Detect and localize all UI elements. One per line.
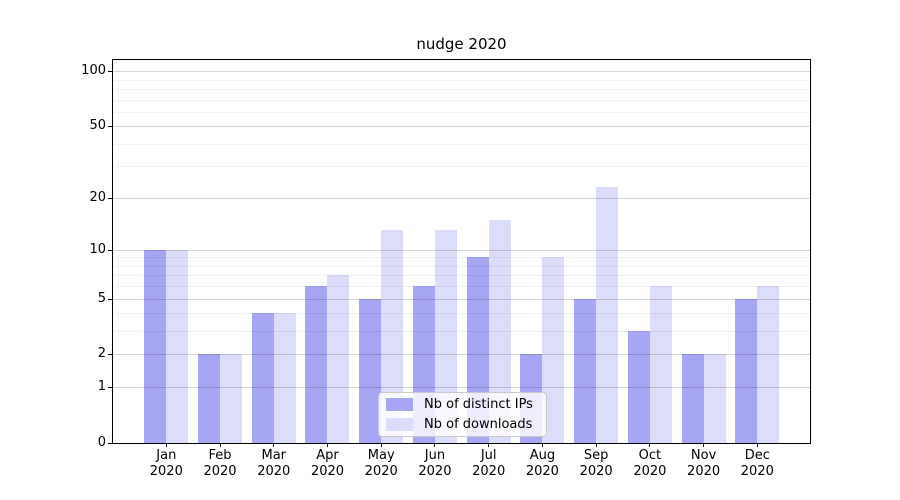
x-tick-oct [649,443,651,447]
x-tick-label-year-dec: 2020 [740,464,774,479]
bar-downloads-feb [220,354,243,443]
x-tick-label-year-aug: 2020 [525,464,559,479]
x-tick-feb [219,443,221,447]
y-tick-1 [108,386,113,388]
gridline-minor-80 [113,88,810,90]
x-tick-label-year-feb: 2020 [203,464,237,479]
x-tick-label-year-apr: 2020 [310,464,345,479]
gridline-minor-8 [113,265,810,267]
y-tick-label-2: 2 [97,346,106,361]
gridline-minor-4 [113,312,810,314]
legend-item-downloads: Nb of downloads [386,417,546,432]
x-tick-label-month-feb: Feb [208,448,232,463]
bar-distinct-ips-mar [251,313,274,443]
bar-downloads-jun [434,230,457,443]
y-tick-label-20: 20 [89,190,106,205]
x-tick-label-year-oct: 2020 [633,464,667,479]
gridline-major-50 [113,125,810,127]
legend-label-downloads: Nb of downloads [424,417,533,432]
x-tick-label-month-dec: Dec [744,448,770,463]
gridline-major-10 [113,249,810,251]
x-tick-label-month-oct: Oct [638,448,662,463]
gridline-major-20 [113,197,810,199]
x-tick-apr [326,443,328,447]
legend-label-distinct-ips: Nb of distinct IPs [424,397,533,412]
y-tick-100 [108,70,113,72]
x-tick-sep [595,443,597,447]
gridline-minor-30 [113,165,810,167]
x-tick-label-month-jul: Jul [480,448,497,463]
bar-downloads-may [381,230,404,443]
gridline-minor-40 [113,143,810,145]
x-tick-label-month-aug: Aug [529,448,556,463]
x-tick-label-month-jun: Jun [424,448,446,463]
x-tick-label-month-nov: Nov [690,448,717,463]
legend-swatch-downloads-icon [386,418,413,431]
gridline-major-100 [113,70,810,72]
legend-item-distinct-ips: Nb of distinct IPs [386,397,546,412]
x-tick-aug [541,443,543,447]
bar-downloads-aug [542,257,565,443]
bar-distinct-ips-may [359,298,382,443]
x-tick-label-year-jun: 2020 [418,464,452,479]
legend-swatch-distinct-ips-icon [386,398,413,411]
bar-distinct-ips-feb [198,354,221,443]
x-tick-may [380,443,382,447]
x-tick-jan [165,443,167,447]
gridline-minor-70 [113,99,810,101]
x-tick-label-year-jan: 2020 [149,464,183,479]
gridline-minor-7 [113,274,810,276]
x-tick-label-year-mar: 2020 [257,464,291,479]
y-tick-label-1: 1 [97,379,106,394]
x-tick-label-year-sep: 2020 [579,464,613,479]
x-tick-label-month-may: May [367,448,395,463]
x-tick-nov [703,443,705,447]
y-tick-10 [108,249,113,251]
gridline-major-5 [113,298,810,300]
y-tick-0 [108,442,113,444]
x-tick-jun [434,443,436,447]
x-tick-label-month-apr: Apr [316,448,339,463]
x-tick-dec [756,443,758,447]
bar-distinct-ips-sep [574,298,597,443]
bar-distinct-ips-apr [305,286,328,443]
y-tick-label-50: 50 [89,118,106,133]
bar-downloads-oct [649,286,672,443]
chart-title: nudge 2020 [416,35,507,53]
gridline-minor-90 [113,79,810,81]
x-tick-label-month-sep: Sep [583,448,609,463]
y-tick-label-0: 0 [97,435,106,450]
bar-downloads-nov [703,354,726,443]
bar-distinct-ips-jan [144,249,167,443]
bar-distinct-ips-oct [627,331,650,443]
bar-distinct-ips-nov [681,354,704,443]
y-tick-label-5: 5 [97,291,106,306]
bar-downloads-dec [757,286,780,443]
y-tick-label-100: 100 [81,63,106,78]
bar-downloads-mar [273,313,296,443]
bar-downloads-apr [327,275,350,443]
gridline-minor-9 [113,256,810,258]
y-tick-label-10: 10 [89,242,106,257]
x-tick-label-year-nov: 2020 [687,464,721,479]
gridline-minor-6 [113,285,810,287]
bar-distinct-ips-dec [735,298,758,443]
bar-downloads-jan [166,249,189,443]
x-tick-label-month-jan: Jan [156,448,177,463]
x-tick-label-month-mar: Mar [261,448,287,463]
y-tick-5 [108,298,113,300]
gridline-minor-60 [113,111,810,113]
x-tick-label-year-jul: 2020 [472,464,506,479]
gridline-minor-3 [113,330,810,332]
x-tick-mar [273,443,275,447]
x-tick-label-year-may: 2020 [364,464,398,479]
bar-downloads-jul [488,219,511,443]
bar-downloads-sep [596,186,619,443]
y-tick-2 [108,353,113,355]
legend: Nb of distinct IPs Nb of downloads [378,392,547,437]
y-tick-20 [108,197,113,199]
x-tick-jul [488,443,490,447]
y-tick-50 [108,125,113,127]
